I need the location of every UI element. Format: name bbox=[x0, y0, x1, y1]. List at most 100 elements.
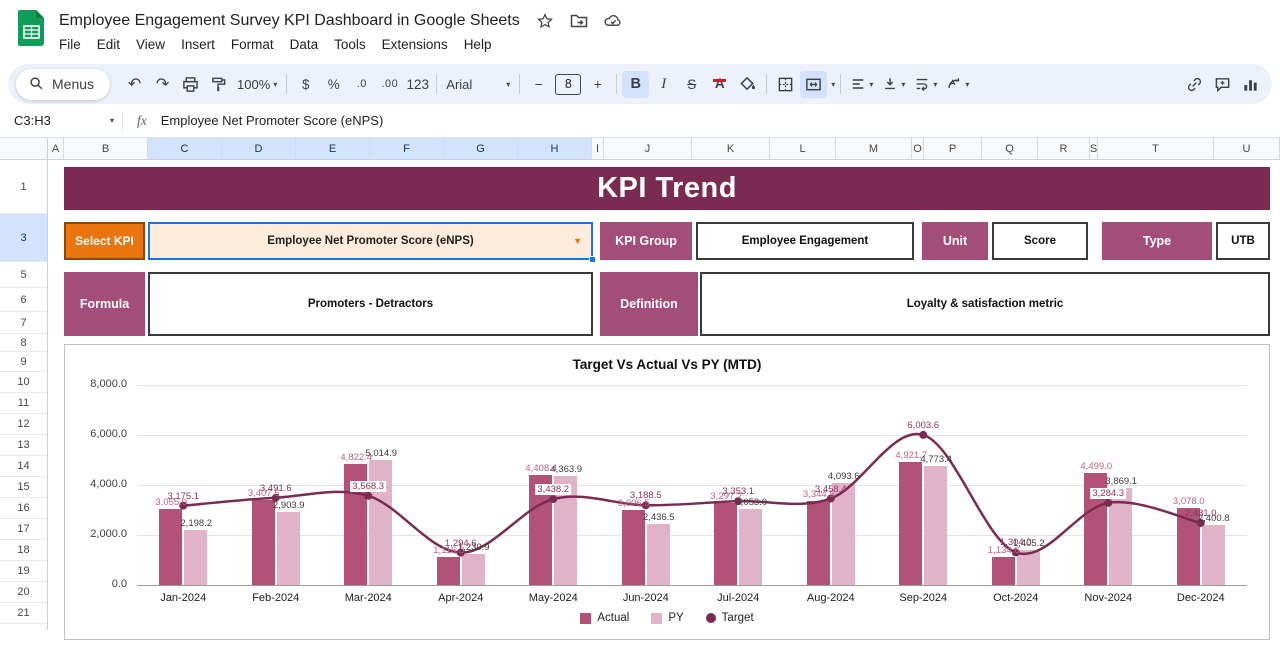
row-header-21[interactable]: 21 bbox=[0, 603, 47, 624]
py-bar[interactable] bbox=[1201, 524, 1225, 585]
py-bar[interactable] bbox=[646, 524, 670, 585]
cell-reference-box[interactable]: C3:H3 ▾ bbox=[14, 113, 114, 128]
row-header-5[interactable]: 5 bbox=[0, 262, 47, 288]
borders-icon[interactable] bbox=[772, 71, 799, 98]
row-header-11[interactable]: 11 bbox=[0, 393, 47, 414]
menu-view[interactable]: View bbox=[136, 37, 166, 52]
text-wrap-icon[interactable]: ▾ bbox=[910, 71, 941, 98]
more-formats-button[interactable]: 123 bbox=[406, 76, 430, 92]
document-title[interactable]: Employee Engagement Survey KPI Dashboard… bbox=[59, 12, 520, 29]
column-header-E[interactable]: E bbox=[296, 138, 370, 159]
paint-format-icon[interactable] bbox=[205, 71, 232, 98]
row-header-7[interactable]: 7 bbox=[0, 312, 47, 334]
decrease-font-size-button[interactable]: − bbox=[534, 76, 543, 92]
formula-input[interactable]: Employee Net Promoter Score (eNPS) bbox=[160, 113, 384, 128]
row-header-20[interactable]: 20 bbox=[0, 582, 47, 603]
row-header-18[interactable]: 18 bbox=[0, 540, 47, 561]
column-header-P[interactable]: P bbox=[924, 138, 982, 159]
column-header-S[interactable]: S bbox=[1090, 138, 1098, 159]
column-header-O[interactable]: O bbox=[912, 138, 924, 159]
py-bar[interactable] bbox=[831, 482, 855, 585]
strikethrough-button[interactable]: S bbox=[687, 76, 697, 92]
menu-help[interactable]: Help bbox=[463, 37, 492, 52]
move-folder-icon[interactable] bbox=[570, 12, 588, 30]
menu-file[interactable]: File bbox=[59, 37, 81, 52]
insert-chart-icon[interactable] bbox=[1237, 71, 1264, 98]
py-bar[interactable] bbox=[184, 530, 208, 585]
actual-bar[interactable] bbox=[714, 502, 738, 585]
text-rotation-icon[interactable]: ▾ bbox=[942, 71, 973, 98]
column-header-M[interactable]: M bbox=[836, 138, 912, 159]
row-header-12[interactable]: 12 bbox=[0, 414, 47, 435]
row-header-17[interactable]: 17 bbox=[0, 519, 47, 540]
kpi-select-dropdown[interactable]: Employee Net Promoter Score (eNPS) ▼ bbox=[148, 222, 596, 263]
row-header-9[interactable]: 9 bbox=[0, 352, 47, 372]
select-all-corner[interactable] bbox=[0, 138, 48, 160]
increase-font-size-button[interactable]: + bbox=[593, 76, 602, 92]
dropdown-arrow-icon[interactable]: ▼ bbox=[573, 236, 582, 246]
column-header-F[interactable]: F bbox=[370, 138, 444, 159]
menu-edit[interactable]: Edit bbox=[96, 37, 121, 52]
insert-comment-icon[interactable] bbox=[1209, 71, 1236, 98]
column-header-D[interactable]: D bbox=[222, 138, 296, 159]
actual-bar[interactable] bbox=[806, 501, 830, 585]
row-header-13[interactable]: 13 bbox=[0, 435, 47, 456]
insert-link-icon[interactable] bbox=[1181, 71, 1208, 98]
row-header-8[interactable]: 8 bbox=[0, 334, 47, 352]
menu-format[interactable]: Format bbox=[230, 37, 274, 52]
menu-extensions[interactable]: Extensions bbox=[381, 37, 448, 52]
actual-bar[interactable] bbox=[159, 508, 183, 585]
chevron-down-icon[interactable]: ▾ bbox=[831, 79, 836, 89]
print-icon[interactable] bbox=[177, 71, 204, 98]
zoom-control[interactable]: 100% ▾ bbox=[233, 71, 281, 98]
actual-bar[interactable] bbox=[621, 509, 645, 585]
redo-icon[interactable]: ↷ bbox=[155, 76, 170, 93]
py-bar[interactable] bbox=[924, 465, 948, 585]
format-currency-button[interactable]: $ bbox=[302, 76, 310, 92]
column-header-B[interactable]: B bbox=[64, 138, 148, 159]
column-header-U[interactable]: U bbox=[1214, 138, 1280, 159]
format-percent-button[interactable]: % bbox=[327, 76, 340, 92]
row-header-3[interactable]: 3 bbox=[0, 214, 47, 262]
merge-cells-icon[interactable] bbox=[800, 70, 828, 98]
py-bar[interactable] bbox=[1016, 549, 1040, 585]
column-header-R[interactable]: R bbox=[1038, 138, 1090, 159]
row-header-16[interactable]: 16 bbox=[0, 498, 47, 519]
italic-button[interactable]: I bbox=[661, 75, 667, 92]
fill-color-icon[interactable] bbox=[734, 71, 761, 98]
sheets-logo-icon[interactable] bbox=[18, 10, 45, 46]
undo-icon[interactable]: ↶ bbox=[127, 76, 142, 93]
menu-data[interactable]: Data bbox=[289, 37, 319, 52]
font-size-input[interactable]: 8 bbox=[555, 73, 582, 95]
row-header-19[interactable]: 19 bbox=[0, 561, 47, 582]
decrease-decimals-button[interactable]: .0 bbox=[356, 78, 367, 90]
star-icon[interactable] bbox=[536, 12, 554, 30]
actual-bar[interactable] bbox=[899, 461, 923, 585]
column-header-L[interactable]: L bbox=[770, 138, 836, 159]
row-header-10[interactable]: 10 bbox=[0, 372, 47, 393]
column-header-A[interactable]: A bbox=[48, 138, 64, 159]
horizontal-align-icon[interactable]: ▾ bbox=[846, 71, 877, 98]
menus-search-button[interactable]: Menus bbox=[16, 68, 111, 100]
row-header-15[interactable]: 15 bbox=[0, 477, 47, 498]
font-family-select[interactable]: Arial ▾ bbox=[442, 71, 514, 98]
py-bar[interactable] bbox=[461, 554, 485, 585]
column-header-I[interactable]: I bbox=[592, 138, 604, 159]
row-header-1[interactable]: 1 bbox=[0, 160, 47, 214]
bold-button[interactable]: B bbox=[622, 70, 650, 98]
increase-decimals-button[interactable]: .00 bbox=[381, 78, 399, 90]
actual-bar[interactable] bbox=[251, 499, 275, 585]
vertical-align-icon[interactable]: ▾ bbox=[878, 71, 909, 98]
column-header-K[interactable]: K bbox=[692, 138, 770, 159]
menu-insert[interactable]: Insert bbox=[181, 37, 215, 52]
actual-bar[interactable] bbox=[436, 557, 460, 585]
column-header-G[interactable]: G bbox=[444, 138, 518, 159]
column-header-J[interactable]: J bbox=[604, 138, 692, 159]
selection-fill-handle[interactable] bbox=[589, 256, 596, 263]
py-bar[interactable] bbox=[1109, 488, 1133, 585]
actual-bar[interactable] bbox=[991, 556, 1015, 585]
kpi-trend-chart[interactable]: Target Vs Actual Vs PY (MTD) Actual PY Tar… bbox=[64, 344, 1270, 640]
row-header-14[interactable]: 14 bbox=[0, 456, 47, 477]
column-header-C[interactable]: C bbox=[148, 138, 222, 159]
row-header-6[interactable]: 6 bbox=[0, 288, 47, 312]
